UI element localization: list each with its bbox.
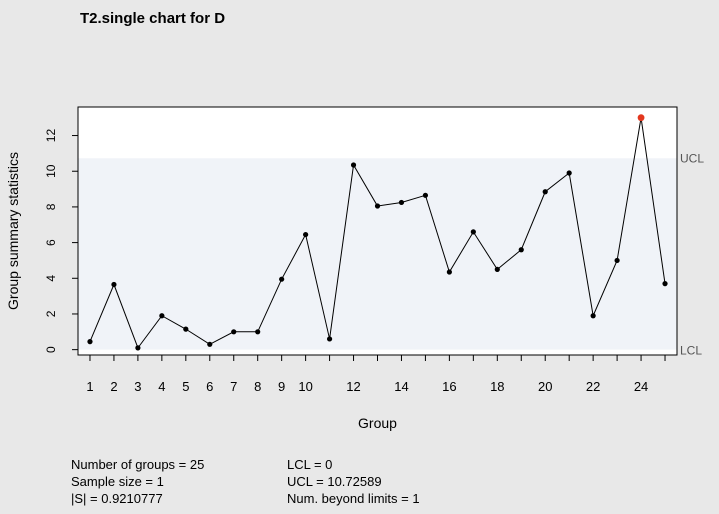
summary-ucl: UCL = 10.72589	[287, 474, 382, 489]
data-point	[231, 329, 237, 335]
data-point	[374, 203, 381, 209]
data-point	[494, 266, 500, 272]
summary-right: LCL = 0 UCL = 10.72589 Num. beyond limit…	[287, 456, 420, 507]
summary-lcl: LCL = 0	[287, 457, 333, 472]
x-tick-label: 6	[206, 379, 213, 394]
summary-beyond-limits: Num. beyond limits = 1	[287, 491, 420, 506]
data-point	[183, 326, 189, 332]
x-tick-label: 20	[538, 379, 552, 394]
x-tick-label: 7	[230, 379, 237, 394]
y-tick-label: 6	[44, 239, 58, 246]
data-point	[207, 341, 213, 347]
data-point	[422, 192, 429, 198]
summary-sample-size: Sample size = 1	[71, 474, 164, 489]
data-point	[518, 247, 524, 253]
x-axis-label: Group	[358, 415, 397, 431]
x-tick-label: 1	[86, 379, 93, 394]
ucl-label: UCL	[680, 151, 704, 165]
chart-title: T2.single chart for D	[80, 10, 226, 27]
data-point	[614, 257, 620, 264]
data-points	[87, 114, 668, 351]
y-tick-label: 8	[44, 203, 58, 210]
x-tick-label: 8	[254, 379, 261, 394]
data-point	[566, 170, 572, 176]
x-tick-label: 22	[586, 379, 600, 394]
data-point	[135, 345, 141, 351]
data-point	[159, 313, 165, 319]
data-point	[398, 199, 405, 206]
x-tick-label: 12	[346, 379, 360, 394]
x-tick-label: 16	[442, 379, 456, 394]
data-point	[111, 281, 117, 288]
x-axis: 1 2 3 4 5 6 7 8 9 10 12 14 16 18 20 22 24	[86, 355, 666, 394]
data-point	[326, 336, 333, 342]
x-tick-label: 24	[634, 379, 648, 394]
violation-point	[637, 114, 645, 122]
y-tick-label: 12	[44, 129, 58, 143]
data-point	[87, 339, 93, 345]
lcl-label: LCL	[680, 344, 702, 358]
data-point	[303, 231, 309, 238]
summary-groups: Number of groups = 25	[71, 457, 205, 472]
data-point	[255, 329, 261, 335]
y-axis-label: Group summary statistics	[5, 152, 21, 310]
in-control-band	[78, 158, 677, 350]
summary-left: Number of groups = 25 Sample size = 1 |S…	[71, 456, 204, 507]
y-tick-label: 4	[44, 275, 58, 282]
data-point	[590, 313, 596, 319]
x-tick-label: 2	[110, 379, 117, 394]
data-point	[542, 189, 548, 195]
data-point	[350, 162, 357, 168]
y-axis: 0 2 4 6 8 10 12	[44, 129, 78, 353]
y-tick-label: 0	[44, 346, 58, 353]
data-point	[279, 276, 285, 282]
x-tick-label: 14	[394, 379, 408, 394]
x-tick-label: 5	[182, 379, 189, 394]
y-tick-label: 2	[44, 310, 58, 317]
x-tick-label: 18	[490, 379, 504, 394]
data-point	[446, 269, 452, 275]
x-tick-label: 3	[134, 379, 141, 394]
x-tick-label: 9	[278, 379, 285, 394]
data-point	[662, 281, 668, 287]
y-tick-label: 10	[44, 164, 58, 178]
data-point	[470, 229, 476, 235]
summary-s-determinant: |S| = 0.9210777	[71, 491, 163, 506]
x-tick-label: 10	[298, 379, 312, 394]
x-tick-label: 4	[158, 379, 165, 394]
